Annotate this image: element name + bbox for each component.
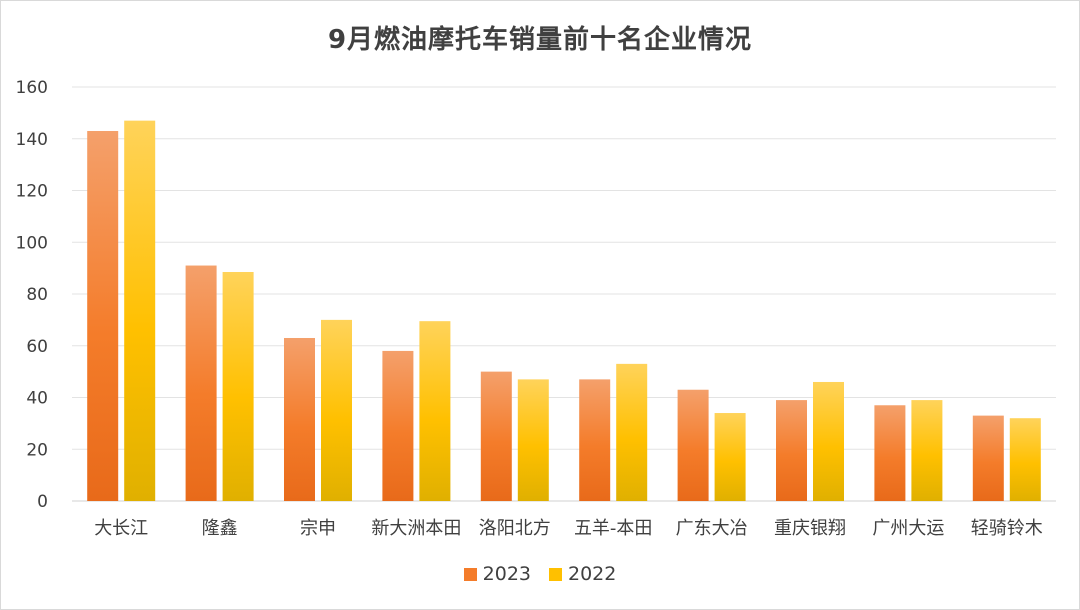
gridlines [72, 86, 1056, 502]
bar-2022-3 [419, 321, 451, 501]
x-category-label: 五羊-本田 [574, 518, 653, 539]
x-category-label: 广州大运 [872, 518, 944, 539]
legend-item-series-1: 2022 [549, 563, 616, 585]
bar-2023-6 [677, 389, 709, 501]
chart-plot: 0 20 40 60 80 100 120 140 160 大长江 隆鑫 宗申 新大洲本田 洛阳北方 五羊… [16, 78, 1056, 539]
x-category-label: 大长江 [94, 518, 148, 539]
bar-2023-5 [579, 379, 611, 501]
bar-2022-9 [1009, 418, 1041, 501]
y-tick-label: 20 [26, 440, 48, 460]
bar-2023-3 [382, 350, 414, 501]
y-tick-label: 80 [26, 285, 48, 305]
bar-2022-5 [616, 363, 648, 501]
legend-swatch-2023 [463, 567, 477, 581]
x-axis-categories: 大长江 隆鑫 宗申 新大洲本田 洛阳北方 五羊-本田 广东大冶 重庆银翔 广州大运 轻骑铃木 [94, 518, 1043, 539]
legend-swatch-2022 [549, 567, 562, 581]
bar-2022-0 [124, 120, 156, 501]
y-tick-label: 160 [16, 78, 48, 98]
bar-2023-1 [185, 265, 217, 501]
bar-2023-7 [776, 400, 807, 501]
bar-2022-8 [911, 400, 943, 501]
y-tick-label: 100 [16, 233, 48, 253]
y-tick-label: 120 [16, 182, 48, 202]
legend-label-2023: 2023 [482, 563, 531, 585]
bar-2023-2 [284, 337, 315, 501]
bar-2022-1 [222, 272, 254, 501]
bar-2023-8 [874, 405, 906, 501]
bar-2022-2 [321, 319, 352, 501]
x-category-label: 洛阳北方 [479, 518, 551, 539]
x-category-label: 轻骑铃木 [971, 518, 1043, 539]
legend-label-2022: 2022 [568, 563, 617, 585]
x-category-label: 广东大冶 [676, 518, 748, 539]
bar-2023-0 [87, 130, 119, 502]
bar-2023-4 [480, 371, 512, 501]
bar-2023-9 [972, 415, 1004, 501]
bar-2022-4 [517, 379, 549, 501]
y-tick-label: 0 [37, 492, 48, 512]
legend-item-series-0: 2023 [463, 563, 531, 585]
bar-2022-6 [714, 413, 746, 501]
y-tick-label: 60 [26, 337, 48, 357]
y-tick-label: 140 [16, 130, 48, 150]
bar-2022-7 [813, 381, 844, 501]
x-category-label: 重庆银翔 [774, 518, 846, 539]
bars [87, 120, 1041, 502]
x-category-label: 隆鑫 [202, 518, 238, 539]
y-axis-ticks: 0 20 40 60 80 100 120 140 160 [16, 78, 48, 512]
chart-title: 9月燃油摩托车销量前十名企业情况 [327, 25, 753, 55]
x-category-label: 宗申 [300, 518, 336, 539]
legend: 2023 2022 [1, 563, 1079, 585]
y-tick-label: 40 [26, 389, 48, 409]
x-category-label: 新大洲本田 [371, 518, 461, 539]
